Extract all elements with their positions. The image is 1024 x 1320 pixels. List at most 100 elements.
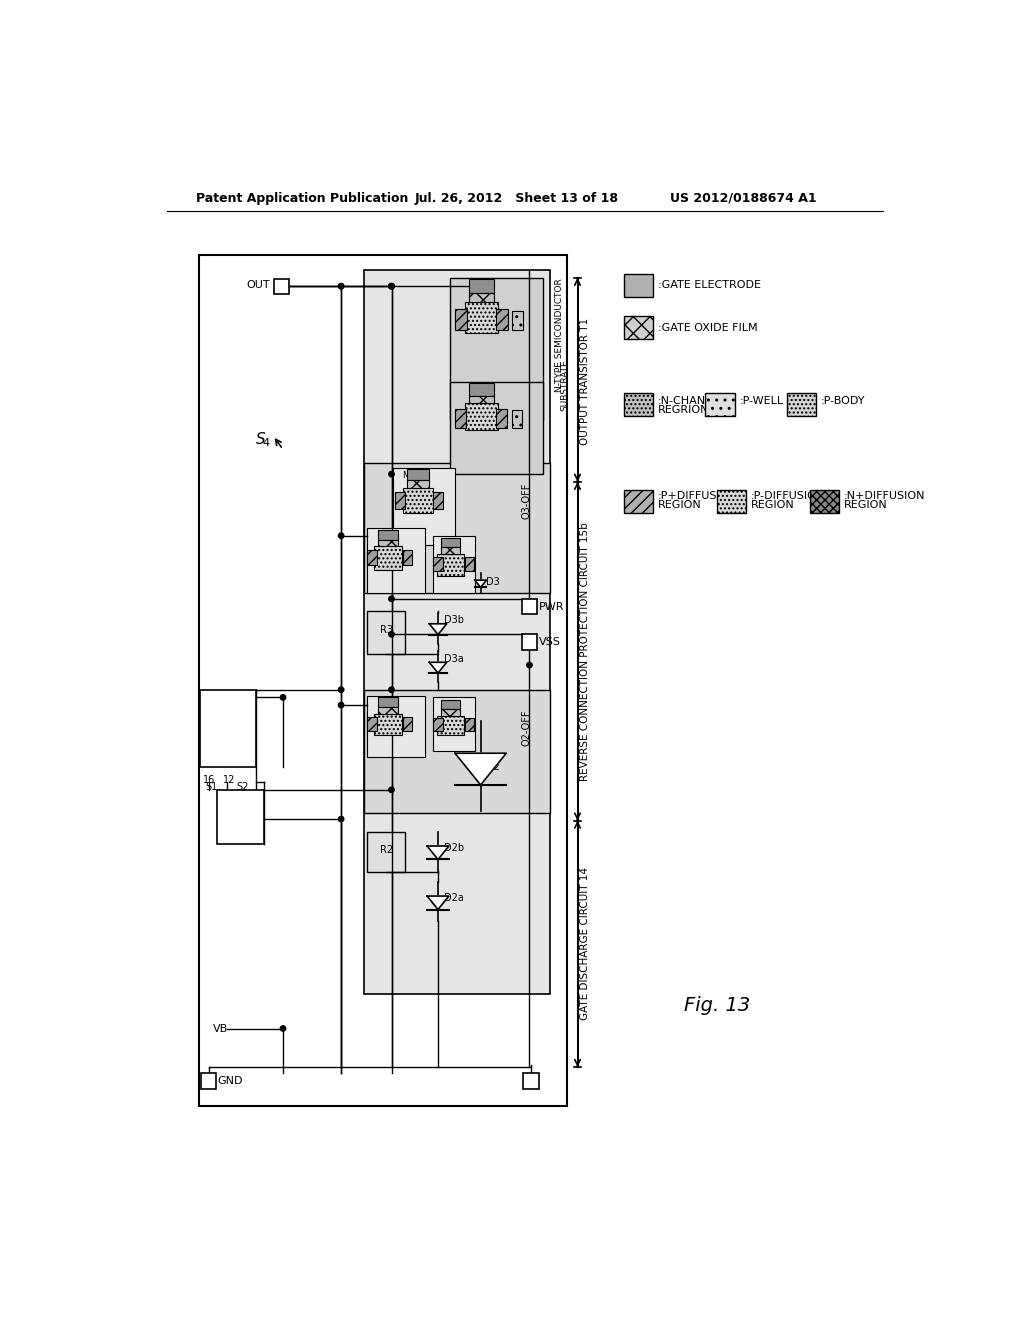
Bar bbox=[450, 277, 543, 420]
Bar bbox=[496, 409, 507, 428]
Circle shape bbox=[389, 284, 394, 289]
Bar bbox=[624, 317, 653, 339]
Text: MN3: MN3 bbox=[378, 531, 396, 540]
Circle shape bbox=[389, 631, 394, 638]
Bar bbox=[465, 557, 474, 572]
Polygon shape bbox=[427, 846, 449, 859]
Text: MN2: MN2 bbox=[378, 698, 396, 708]
Bar bbox=[365, 271, 550, 994]
Bar bbox=[407, 480, 429, 488]
Text: O3-OFF: O3-OFF bbox=[521, 483, 531, 519]
Text: BACK GATE: BACK GATE bbox=[203, 706, 253, 715]
Circle shape bbox=[389, 284, 394, 289]
Bar bbox=[367, 696, 425, 758]
Bar bbox=[469, 293, 494, 302]
Text: D3: D3 bbox=[486, 577, 500, 587]
Bar bbox=[433, 557, 442, 572]
Bar bbox=[465, 302, 498, 333]
Polygon shape bbox=[429, 663, 446, 673]
Text: REGION: REGION bbox=[751, 500, 795, 510]
Bar bbox=[521, 599, 538, 614]
Circle shape bbox=[338, 686, 344, 693]
Text: DRIVER: DRIVER bbox=[223, 805, 257, 813]
Text: :N+DIFFUSION: :N+DIFFUSION bbox=[844, 491, 926, 500]
Bar bbox=[403, 488, 432, 512]
Text: MN8: MN8 bbox=[402, 471, 421, 480]
Text: D2: D2 bbox=[486, 762, 500, 772]
Polygon shape bbox=[427, 896, 449, 909]
Bar bbox=[201, 1073, 216, 1089]
Bar bbox=[368, 549, 377, 565]
Bar bbox=[217, 789, 263, 843]
Text: OUT: OUT bbox=[246, 280, 270, 290]
Bar bbox=[378, 706, 397, 714]
Text: :P-WELL: :P-WELL bbox=[739, 396, 783, 407]
Polygon shape bbox=[429, 624, 446, 635]
Text: PWR: PWR bbox=[539, 602, 564, 611]
Bar bbox=[437, 554, 464, 576]
Bar bbox=[512, 312, 523, 330]
Bar bbox=[450, 381, 543, 474]
Bar bbox=[441, 709, 460, 715]
Text: GND: GND bbox=[217, 1076, 243, 1086]
Text: Jul. 26, 2012   Sheet 13 of 18: Jul. 26, 2012 Sheet 13 of 18 bbox=[415, 191, 618, 205]
Bar bbox=[469, 280, 494, 293]
Bar bbox=[624, 275, 653, 297]
Bar bbox=[432, 536, 475, 594]
Bar bbox=[365, 689, 550, 813]
Text: 4: 4 bbox=[263, 438, 270, 449]
Text: N-TYPE SEMICONDUCTOR: N-TYPE SEMICONDUCTOR bbox=[555, 279, 564, 392]
Text: S2: S2 bbox=[237, 783, 249, 792]
Bar bbox=[512, 411, 522, 428]
Text: REGRION: REGRION bbox=[658, 405, 710, 416]
Bar bbox=[407, 470, 429, 480]
Bar bbox=[810, 490, 840, 512]
Circle shape bbox=[389, 597, 394, 602]
Circle shape bbox=[338, 816, 344, 822]
Circle shape bbox=[338, 284, 344, 289]
Text: R2: R2 bbox=[380, 845, 392, 855]
Bar bbox=[706, 393, 735, 416]
Bar bbox=[469, 396, 494, 404]
Text: US 2012/0188674 A1: US 2012/0188674 A1 bbox=[671, 191, 817, 205]
Text: OUTPUT TRANSISTOR T1: OUTPUT TRANSISTOR T1 bbox=[580, 318, 590, 445]
Bar bbox=[496, 309, 508, 330]
Bar bbox=[437, 715, 464, 735]
Circle shape bbox=[281, 694, 286, 700]
Bar bbox=[455, 309, 467, 330]
Text: CONTROL: CONTROL bbox=[206, 715, 250, 725]
Circle shape bbox=[338, 533, 344, 539]
Bar bbox=[469, 383, 494, 396]
Text: R3: R3 bbox=[380, 626, 392, 635]
Circle shape bbox=[389, 471, 394, 477]
Text: :GATE ELECTRODE: :GATE ELECTRODE bbox=[658, 280, 761, 290]
Bar bbox=[455, 409, 466, 428]
Text: S1: S1 bbox=[206, 783, 218, 792]
Text: REVERSE CONNECTION PROTECTION CIRCUIT 15b: REVERSE CONNECTION PROTECTION CIRCUIT 15… bbox=[580, 521, 590, 780]
Text: :P+DIFFUSION: :P+DIFFUSION bbox=[658, 491, 738, 500]
Bar bbox=[394, 492, 404, 508]
Text: 16: 16 bbox=[203, 775, 215, 785]
Bar bbox=[432, 697, 475, 751]
Bar bbox=[523, 1073, 539, 1089]
Bar bbox=[374, 714, 401, 735]
Text: SUBSTRATE: SUBSTRATE bbox=[560, 360, 569, 412]
Circle shape bbox=[338, 284, 344, 289]
Circle shape bbox=[281, 1026, 286, 1031]
Bar bbox=[374, 546, 401, 570]
Text: 12: 12 bbox=[222, 775, 234, 785]
Circle shape bbox=[389, 284, 394, 289]
Bar bbox=[367, 832, 406, 873]
Text: S: S bbox=[256, 432, 265, 447]
Text: REGION: REGION bbox=[658, 500, 701, 510]
Bar bbox=[786, 393, 816, 416]
Bar bbox=[368, 717, 377, 731]
Text: Fig. 13: Fig. 13 bbox=[684, 995, 751, 1015]
Circle shape bbox=[389, 787, 394, 792]
Text: GATE DISCHARGE CIRCUIT 14: GATE DISCHARGE CIRCUIT 14 bbox=[580, 867, 590, 1020]
Text: Patent Application Publication: Patent Application Publication bbox=[197, 191, 409, 205]
Bar bbox=[624, 490, 653, 512]
Text: D3: D3 bbox=[442, 539, 455, 546]
Bar bbox=[200, 689, 256, 767]
Bar bbox=[717, 490, 746, 512]
